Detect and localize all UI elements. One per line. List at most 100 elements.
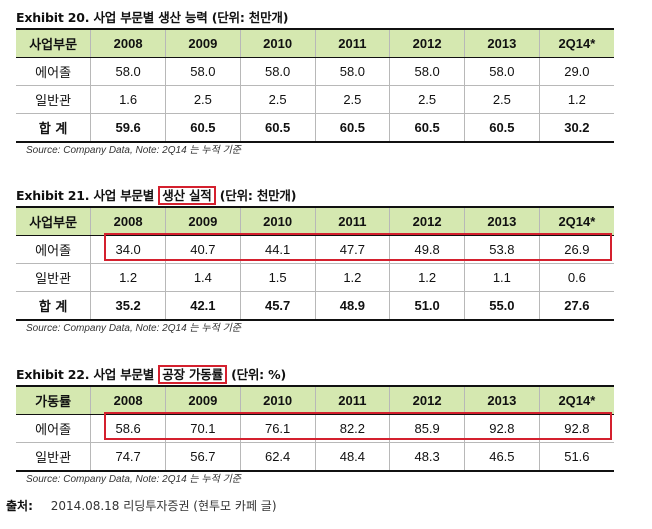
exhibit-22-title: Exhibit 22. 사업 부문별 공장 가동률 (단위: %) [16, 365, 614, 385]
table-cell: 85.9 [389, 414, 465, 443]
table-cell: 58.6 [90, 414, 166, 443]
header-cell: 2013 [464, 28, 540, 58]
table-row: 에어졸 34.0 40.7 44.1 47.7 49.8 53.8 26.9 [16, 235, 614, 264]
total-cell: 27.6 [538, 291, 614, 321]
table-cell: 47.7 [314, 235, 391, 264]
table-cell: 2.5 [239, 85, 316, 114]
row-label: 에어졸 [16, 414, 92, 443]
total-cell: 30.2 [538, 113, 614, 143]
total-label: 합 계 [16, 291, 92, 321]
total-cell: 35.2 [90, 291, 166, 321]
total-cell: 60.5 [314, 113, 391, 143]
table-cell: 48.3 [389, 442, 465, 472]
table-row: 에어졸 58.6 70.1 76.1 82.2 85.9 92.8 92.8 [16, 414, 614, 443]
header-row: 사업부문 2008 2009 2010 2011 2012 2013 2Q14* [16, 206, 614, 236]
title-prefix: Exhibit 21. 사업 부문별 [16, 188, 155, 203]
row-label: 일반관 [16, 263, 92, 292]
table-cell: 51.6 [538, 442, 614, 472]
table-cell: 1.2 [90, 263, 166, 292]
total-cell: 60.5 [389, 113, 465, 143]
header-cell: 2008 [90, 28, 166, 58]
header-cell: 2012 [389, 28, 465, 58]
header-cell: 2010 [239, 385, 316, 415]
table-cell: 92.8 [538, 414, 614, 443]
header-cell: 2012 [389, 385, 465, 415]
table-cell: 34.0 [90, 235, 166, 264]
footer-text: 2014.08.18 리딩투자증권 (현투모 카페 글) [50, 499, 277, 513]
table-cell: 58.0 [165, 57, 241, 86]
table-cell: 49.8 [389, 235, 465, 264]
row-label: 일반관 [16, 85, 92, 114]
footer-label: 출처: [6, 499, 33, 513]
total-cell: 60.5 [239, 113, 316, 143]
header-row: 사업부문 2008 2009 2010 2011 2012 2013 2Q14* [16, 28, 614, 58]
table-cell: 82.2 [314, 414, 391, 443]
total-cell: 48.9 [314, 291, 391, 321]
header-cell: 2011 [314, 385, 391, 415]
table-cell: 2.5 [464, 85, 540, 114]
table-row: 일반관 1.2 1.4 1.5 1.2 1.2 1.1 0.6 [16, 263, 614, 292]
table-cell: 2.5 [389, 85, 465, 114]
table-row: 일반관 74.7 56.7 62.4 48.4 48.3 46.5 51.6 [16, 442, 614, 472]
header-cell: 2011 [314, 28, 391, 58]
table-cell: 29.0 [538, 57, 614, 86]
exhibit-21-title: Exhibit 21. 사업 부문별 생산 실적 (단위: 천만개) [16, 186, 614, 206]
total-cell: 55.0 [464, 291, 540, 321]
exhibit-20: Exhibit 20. 사업 부문별 생산 능력 (단위: 천만개) 사업부문 … [16, 8, 614, 159]
header-cell: 2009 [165, 28, 241, 58]
table-cell: 2.5 [314, 85, 391, 114]
header-cell: 2009 [165, 385, 241, 415]
header-cell: 2Q14* [538, 385, 614, 415]
title-highlight: 생산 실적 [158, 186, 216, 205]
header-cell: 2011 [314, 206, 391, 236]
table-cell: 56.7 [165, 442, 241, 472]
table-cell: 58.0 [90, 57, 166, 86]
header-cell: 2012 [389, 206, 465, 236]
total-cell: 60.5 [165, 113, 241, 143]
table-cell: 48.4 [314, 442, 391, 472]
table-cell: 58.0 [239, 57, 316, 86]
source-note: Source: Company Data, Note: 2Q14 는 누적 기준 [26, 145, 241, 156]
exhibit-22-table: 가동률 2008 2009 2010 2011 2012 2013 2Q14* … [16, 385, 614, 472]
table-cell: 76.1 [239, 414, 316, 443]
exhibit-20-table: 사업부문 2008 2009 2010 2011 2012 2013 2Q14*… [16, 28, 614, 143]
table-cell: 1.5 [239, 263, 316, 292]
table-cell: 44.1 [239, 235, 316, 264]
exhibit-21-table: 사업부문 2008 2009 2010 2011 2012 2013 2Q14*… [16, 206, 614, 321]
title-prefix: Exhibit 22. 사업 부문별 [16, 367, 155, 382]
table-cell: 40.7 [165, 235, 241, 264]
header-cell: 가동률 [16, 385, 92, 415]
table-cell: 74.7 [90, 442, 166, 472]
header-cell: 2010 [239, 206, 316, 236]
footer-citation: 출처: 2014.08.18 리딩투자증권 (현투모 카페 글) [6, 497, 277, 514]
total-cell: 45.7 [239, 291, 316, 321]
exhibit-22: Exhibit 22. 사업 부문별 공장 가동률 (단위: %) 가동률 20… [16, 365, 614, 488]
header-cell: 2008 [90, 385, 166, 415]
header-cell: 2008 [90, 206, 166, 236]
table-cell: 92.8 [464, 414, 540, 443]
table-cell: 58.0 [314, 57, 391, 86]
header-cell: 사업부문 [16, 206, 92, 236]
total-cell: 51.0 [389, 291, 465, 321]
row-label: 에어졸 [16, 57, 92, 86]
table-cell: 0.6 [538, 263, 614, 292]
header-cell: 2010 [239, 28, 316, 58]
total-cell: 42.1 [165, 291, 241, 321]
total-cell: 60.5 [464, 113, 540, 143]
table-cell: 62.4 [239, 442, 316, 472]
header-cell: 2013 [464, 206, 540, 236]
table-cell: 26.9 [538, 235, 614, 264]
total-row: 합 계 35.2 42.1 45.7 48.9 51.0 55.0 27.6 [16, 291, 614, 321]
total-label: 합 계 [16, 113, 92, 143]
table-cell: 70.1 [165, 414, 241, 443]
title-suffix: (단위: %) [231, 367, 286, 382]
header-cell: 사업부문 [16, 28, 92, 58]
table-cell: 58.0 [389, 57, 465, 86]
table-cell: 46.5 [464, 442, 540, 472]
table-cell: 1.2 [538, 85, 614, 114]
total-row: 합 계 59.6 60.5 60.5 60.5 60.5 60.5 30.2 [16, 113, 614, 143]
table-cell: 53.8 [464, 235, 540, 264]
exhibit-21: Exhibit 21. 사업 부문별 생산 실적 (단위: 천만개) 사업부문 … [16, 186, 614, 337]
table-row: 일반관 1.6 2.5 2.5 2.5 2.5 2.5 1.2 [16, 85, 614, 114]
header-row: 가동률 2008 2009 2010 2011 2012 2013 2Q14* [16, 385, 614, 415]
